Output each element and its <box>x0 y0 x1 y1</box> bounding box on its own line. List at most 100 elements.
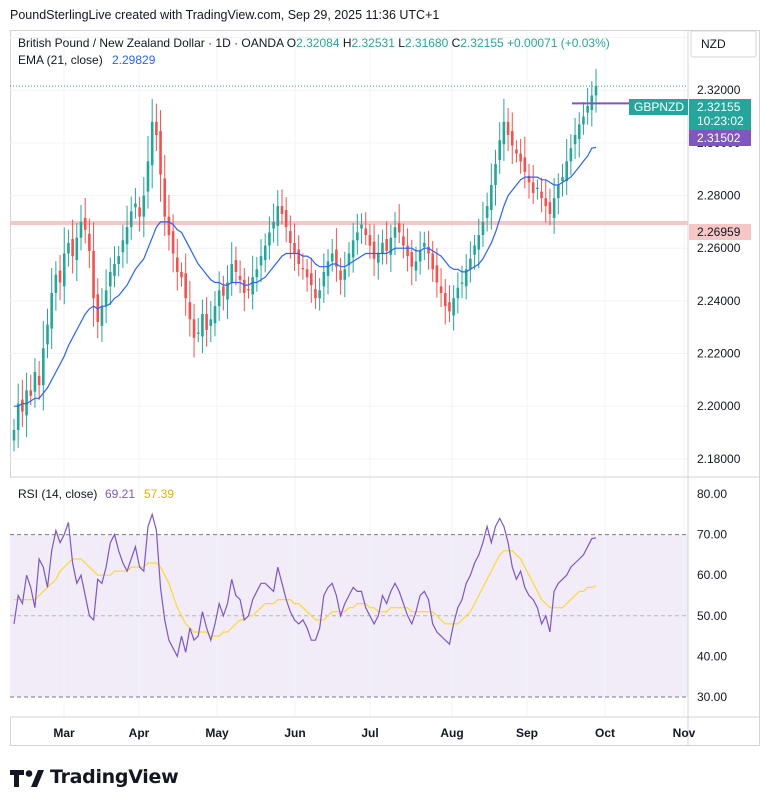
time-tick-label: Jun <box>284 726 305 740</box>
candle-body <box>247 289 250 291</box>
rsi-ma-line <box>14 550 597 637</box>
candle-body <box>314 289 317 299</box>
support-tag-bg <box>689 224 751 240</box>
candle-body <box>146 161 150 192</box>
candle-body <box>205 314 208 330</box>
candle-body <box>293 242 296 254</box>
candle-body <box>16 403 20 430</box>
symbol-tag-bg <box>629 99 688 115</box>
candle-body <box>159 131 162 175</box>
candle-body <box>71 239 74 257</box>
candle-body <box>104 290 108 307</box>
candle-body <box>238 275 242 280</box>
candle-body <box>561 177 564 182</box>
candle-body <box>301 267 305 270</box>
price-tick-label: 2.28000 <box>697 189 741 203</box>
candle-body <box>490 185 493 211</box>
candle-body <box>582 116 585 125</box>
candle-body <box>37 375 41 386</box>
candle-body <box>42 348 45 386</box>
rsi-tick-label: 30.00 <box>697 690 727 704</box>
candle-body <box>510 131 514 146</box>
candle-body <box>460 282 464 284</box>
tradingview-logo-text: TradingView <box>50 766 179 788</box>
candle-body <box>519 153 522 162</box>
candle-body <box>548 202 552 215</box>
ema-legend-label: EMA (21, close) <box>18 53 103 67</box>
low-value: 2.31680 <box>405 36 449 50</box>
last-price-tag: 2.32155 <box>697 100 741 114</box>
candle-body <box>309 273 313 286</box>
tradingview-logo[interactable]: TradingView <box>10 764 179 790</box>
candle-body <box>343 269 347 280</box>
candle-body <box>192 319 196 338</box>
candle-body <box>406 245 409 257</box>
candle-body <box>242 279 246 293</box>
candle-body <box>536 187 539 189</box>
candle-body <box>448 302 451 312</box>
candle-body <box>88 233 91 251</box>
candle-body <box>552 198 556 218</box>
close-value: 2.32155 <box>460 36 504 50</box>
rsi-tick-label: 40.00 <box>697 649 727 663</box>
candle-body <box>67 242 70 254</box>
candle-body <box>573 135 577 145</box>
ema-line <box>14 146 597 407</box>
high-value: 2.32531 <box>352 36 396 50</box>
price-tick-label: 2.26000 <box>697 241 741 255</box>
candle-body <box>586 106 589 113</box>
candle-body <box>531 182 535 193</box>
candle-body <box>397 223 401 233</box>
candle-body <box>339 270 342 280</box>
candle-body <box>402 236 405 246</box>
candle-body <box>423 242 426 247</box>
candle-body <box>134 203 137 208</box>
candle-body <box>414 261 418 271</box>
candle-body <box>544 198 548 207</box>
candle-body <box>356 232 359 241</box>
candle-body <box>222 286 225 296</box>
time-tick-label: Jul <box>361 726 378 740</box>
candle-body <box>230 264 234 283</box>
candle-body <box>217 290 221 307</box>
symbol-tag: GBPNZD <box>634 100 684 114</box>
candle-body <box>322 271 326 287</box>
candle-body <box>494 163 497 186</box>
candle-body <box>284 210 288 228</box>
candle-body <box>58 270 62 283</box>
candle-body <box>75 237 79 261</box>
open-value: 2.32084 <box>296 36 340 50</box>
rsi-line <box>13 512 597 659</box>
candle-body <box>121 240 125 253</box>
candle-body <box>129 211 133 228</box>
candle-body <box>209 319 213 326</box>
resistance-tag: 2.31502 <box>697 131 741 145</box>
candle-body <box>276 206 280 226</box>
candle-body <box>138 207 141 217</box>
low-label: L <box>395 36 405 50</box>
candle-body <box>523 157 527 172</box>
candle-body <box>376 253 380 263</box>
candle-body <box>100 306 104 326</box>
price-tick-label: 2.24000 <box>697 294 741 308</box>
candle-body <box>234 260 238 272</box>
candle-body <box>594 86 598 96</box>
candle-body <box>477 235 481 250</box>
candle-body <box>92 250 95 299</box>
candle-body <box>21 399 24 412</box>
tradingview-logo-icon <box>10 770 44 787</box>
price-legend: British Pound / New Zealand Dollar · 1D … <box>18 36 610 50</box>
candle-body <box>498 140 501 161</box>
candle-body <box>167 216 171 236</box>
chart-canvas[interactable]: 2.340002.320002.300002.280002.260002.240… <box>0 0 770 760</box>
candle-body <box>368 235 372 246</box>
candle-body <box>117 256 120 265</box>
candle-body <box>125 227 129 245</box>
candle-body <box>435 265 439 283</box>
ema-legend-value: 2.29829 <box>112 53 156 67</box>
candle-body <box>263 245 267 261</box>
candle-body <box>565 161 568 182</box>
currency-button-label: NZD <box>701 37 726 51</box>
chart-attribution: PoundSterlingLive created with TradingVi… <box>10 8 440 22</box>
candle-body <box>360 224 363 229</box>
